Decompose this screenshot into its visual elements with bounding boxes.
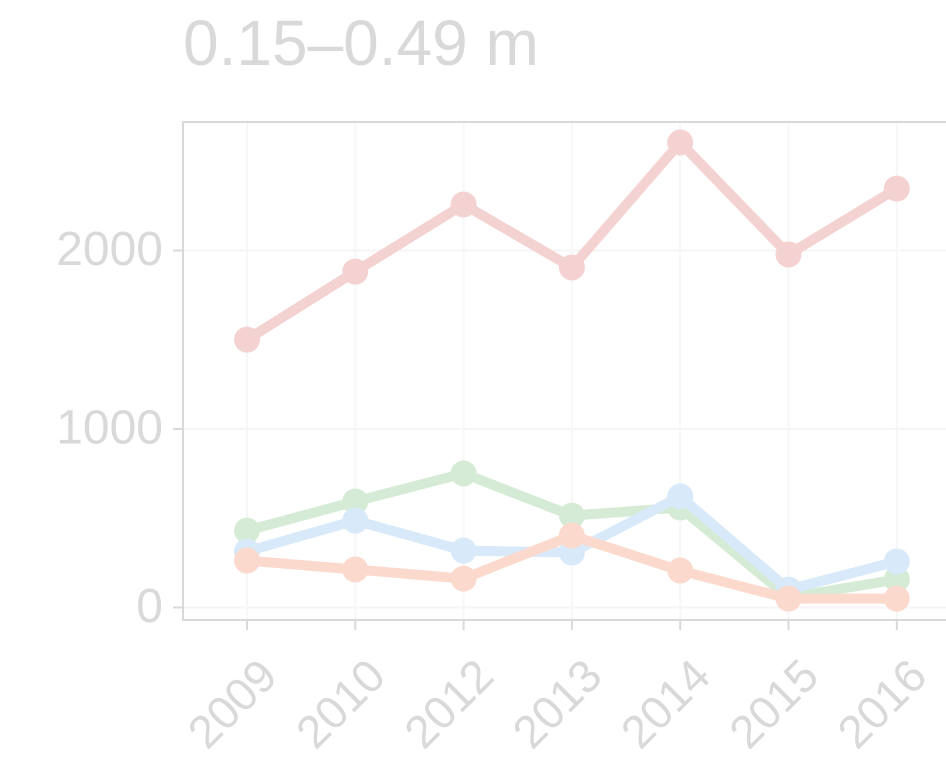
point	[342, 556, 369, 583]
point	[883, 566, 910, 593]
x-tick-label: 2013	[502, 649, 611, 758]
point	[234, 517, 260, 544]
point	[883, 585, 910, 612]
point	[342, 488, 369, 515]
point	[558, 502, 585, 529]
point	[558, 522, 585, 549]
point	[883, 175, 910, 202]
y-tick-label: 0	[136, 580, 163, 633]
point	[775, 585, 802, 612]
x-tick-label: 2016	[827, 649, 936, 758]
point	[667, 129, 694, 156]
point	[342, 507, 369, 534]
point	[667, 483, 694, 510]
x-tick-label: 2010	[286, 649, 395, 758]
point	[667, 557, 694, 584]
point	[342, 258, 369, 285]
point	[883, 548, 910, 575]
x-tick-label: 2009	[178, 649, 287, 758]
x-tick-label: 2015	[719, 649, 828, 758]
x-tick-label: 2014	[611, 649, 720, 758]
x-tick-label: 2012	[394, 649, 503, 758]
point	[450, 565, 477, 592]
chart-title: 0.15–0.49 m	[183, 7, 539, 79]
point	[450, 460, 477, 487]
point	[558, 254, 585, 281]
y-tick-label: 1000	[56, 402, 163, 455]
point	[775, 241, 802, 268]
y-tick-label: 2000	[56, 223, 163, 276]
panel-border	[182, 121, 946, 621]
point	[450, 537, 477, 564]
point	[450, 191, 477, 218]
point	[234, 326, 260, 353]
point	[234, 547, 260, 574]
